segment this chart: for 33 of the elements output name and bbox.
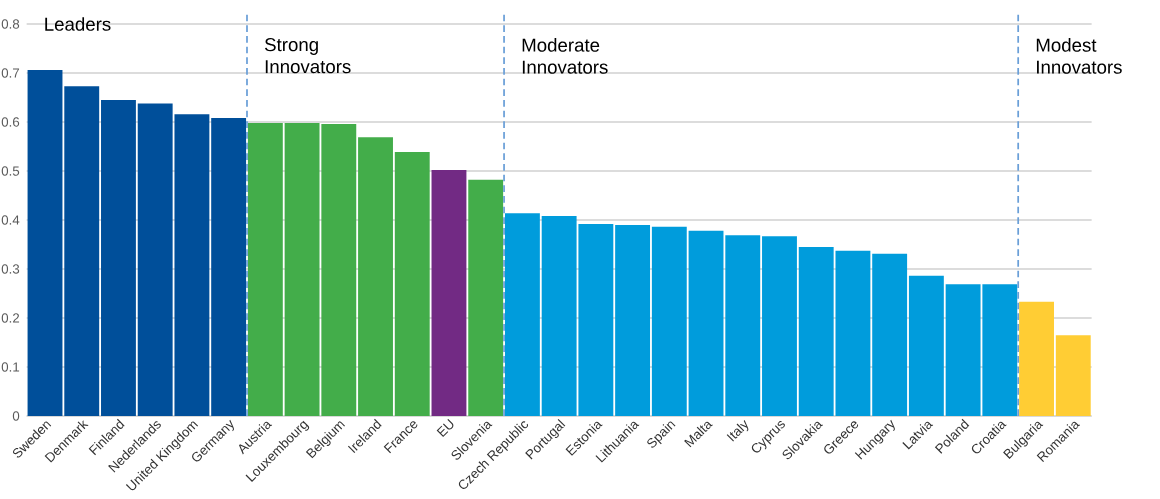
bar [908, 275, 944, 416]
bar [725, 235, 761, 416]
annotation: Modest Innovators [1036, 38, 1122, 74]
y-tick-label: 0.2 [1, 313, 20, 323]
bar [394, 151, 430, 416]
y-tick-label: 0.5 [1, 166, 20, 176]
annotation: Moderate Innovators [522, 38, 608, 74]
annotation: Strong Innovators [264, 38, 351, 74]
y-tick-label: 0.6 [1, 117, 20, 127]
bar [872, 253, 908, 416]
y-tick-label: 0.1 [1, 362, 20, 372]
bar [1019, 301, 1054, 416]
y-tick-label: 0.7 [1, 68, 20, 78]
annotation: Leaders [45, 17, 111, 31]
x-tick-label: Italy [726, 420, 749, 442]
y-tick-label: 0.3 [1, 264, 20, 274]
y-tick-label: 0.8 [1, 19, 20, 29]
bar [64, 86, 100, 416]
bar [211, 118, 247, 416]
bar [762, 236, 797, 416]
bar [651, 226, 687, 416]
bar [615, 224, 651, 416]
bar [358, 137, 393, 416]
bar [468, 179, 504, 416]
bar [688, 230, 724, 416]
bar [27, 70, 63, 416]
bar [247, 122, 283, 416]
y-tick-label: 0 [12, 411, 20, 421]
bar [431, 170, 467, 416]
bar [1055, 335, 1091, 416]
y-tick-label: 0.4 [1, 215, 20, 225]
bar [504, 213, 540, 416]
bar [101, 99, 136, 416]
